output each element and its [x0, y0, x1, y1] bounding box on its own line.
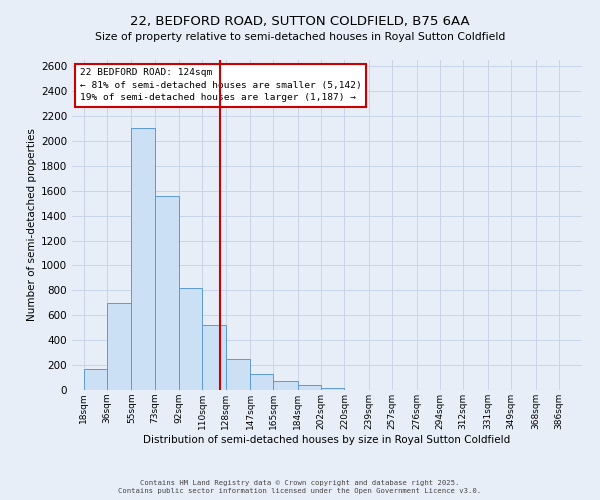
Bar	[226, 359, 250, 390]
Text: 22, BEDFORD ROAD, SUTTON COLDFIELD, B75 6AA: 22, BEDFORD ROAD, SUTTON COLDFIELD, B75 …	[130, 15, 470, 28]
Text: Contains HM Land Registry data © Crown copyright and database right 2025.
Contai: Contains HM Land Registry data © Crown c…	[118, 480, 482, 494]
Bar	[83, 369, 107, 390]
Bar	[107, 303, 131, 390]
Bar	[250, 374, 274, 390]
Bar	[298, 385, 321, 390]
Bar	[131, 128, 155, 390]
Bar	[321, 388, 344, 390]
Y-axis label: Number of semi-detached properties: Number of semi-detached properties	[27, 128, 37, 322]
Bar	[179, 288, 202, 390]
Bar	[202, 325, 226, 390]
Bar	[274, 382, 298, 390]
Bar	[155, 196, 179, 390]
X-axis label: Distribution of semi-detached houses by size in Royal Sutton Coldfield: Distribution of semi-detached houses by …	[143, 434, 511, 444]
Text: Size of property relative to semi-detached houses in Royal Sutton Coldfield: Size of property relative to semi-detach…	[95, 32, 505, 42]
Text: 22 BEDFORD ROAD: 124sqm
← 81% of semi-detached houses are smaller (5,142)
19% of: 22 BEDFORD ROAD: 124sqm ← 81% of semi-de…	[80, 68, 361, 102]
